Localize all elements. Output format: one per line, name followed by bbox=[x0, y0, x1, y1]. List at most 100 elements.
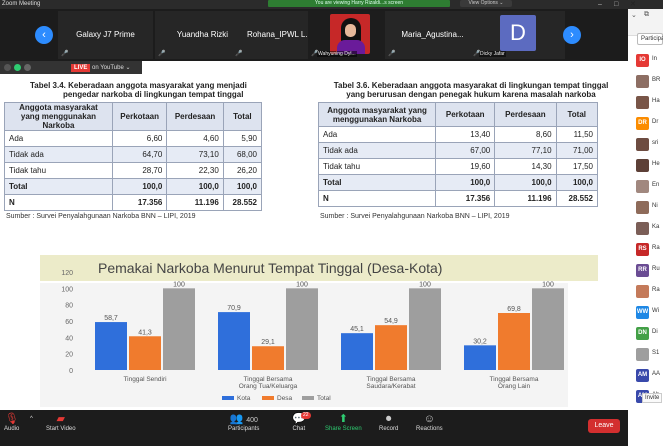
participant-list-name: Ra bbox=[652, 287, 660, 293]
viewing-banner: You are viewing Harry Rizaldi...s screen bbox=[268, 0, 450, 7]
participants-panel-header: ⌄ ⧉ bbox=[628, 9, 663, 36]
prev-page-button[interactable]: ‹ bbox=[35, 26, 53, 44]
table-row: N 17.356 11.196 28.552 bbox=[317, 190, 599, 207]
window-title: Zoom Meeting bbox=[2, 1, 41, 7]
participant-name: Wahyuning Dyl... bbox=[317, 51, 357, 57]
participant-video bbox=[330, 14, 370, 54]
legend-swatch bbox=[262, 396, 274, 400]
participants-icon: 👥 400 bbox=[229, 413, 258, 425]
legend-swatch bbox=[302, 396, 314, 400]
minimize-icon[interactable]: – bbox=[598, 1, 602, 8]
pause-icon[interactable] bbox=[4, 64, 11, 71]
chevron-up-icon[interactable]: ^ bbox=[30, 416, 33, 422]
y-tick-label: 0 bbox=[69, 368, 73, 375]
chat-label: Chat bbox=[292, 426, 306, 432]
reactions-button[interactable]: ☺ Reactions bbox=[416, 412, 443, 432]
audio-button[interactable]: 🎙 Audio bbox=[4, 412, 19, 432]
live-badge[interactable]: LIVE bbox=[71, 64, 91, 72]
participant-list-item[interactable]: S1 bbox=[632, 346, 663, 362]
audio-label: Audio bbox=[4, 426, 20, 432]
table-row: Ada 6,60 4,60 5,90 bbox=[4, 130, 263, 147]
table-header: Anggota masyarakat yang menggunakan Nark… bbox=[317, 102, 437, 127]
avatar bbox=[636, 285, 649, 298]
category-label: Orang Tua/Keluarga bbox=[239, 383, 298, 390]
avatar bbox=[636, 348, 649, 361]
record-icon: ⏺ bbox=[385, 413, 392, 425]
table-cell: 28.552 bbox=[222, 194, 263, 211]
data-label: 100 bbox=[542, 281, 554, 288]
participant-list-item[interactable]: RR Ru bbox=[632, 262, 663, 278]
leave-button[interactable]: Leave bbox=[588, 419, 620, 433]
table-cell: 100,0 bbox=[494, 174, 557, 191]
video-off-icon: ▰ bbox=[56, 413, 66, 425]
shield-icon[interactable] bbox=[14, 64, 21, 71]
bar bbox=[95, 322, 127, 370]
avatar bbox=[636, 138, 649, 151]
participant-tile[interactable]: D 🎤 Dicky Jafar bbox=[470, 11, 565, 59]
participant-list-item[interactable]: IO In bbox=[632, 52, 663, 68]
participant-list-name: Ha bbox=[652, 98, 660, 104]
participant-list-name: BR bbox=[652, 77, 661, 83]
table-cell: 100,0 bbox=[222, 178, 263, 195]
participant-list-item[interactable]: AM AA bbox=[632, 367, 663, 383]
next-page-button[interactable]: › bbox=[563, 26, 581, 44]
participant-list-item[interactable]: WW Wi bbox=[632, 304, 663, 320]
live-on-youtube-menu[interactable]: on YouTube ⌄ bbox=[92, 65, 131, 71]
mic-muted-icon: 🎤 bbox=[61, 51, 69, 57]
table-cell: N bbox=[317, 190, 437, 207]
participant-list-item[interactable]: DR Dr bbox=[632, 115, 663, 131]
more-icon[interactable] bbox=[24, 64, 31, 71]
table-cell: 73,10 bbox=[166, 146, 224, 163]
participant-list-item[interactable]: DN Di bbox=[632, 325, 663, 341]
start-video-button[interactable]: ▰ Start Video bbox=[46, 412, 76, 432]
share-screen-button[interactable]: ⬆ Share Screen bbox=[325, 412, 362, 432]
avatar bbox=[636, 222, 649, 235]
record-button[interactable]: ⏺ Record bbox=[379, 412, 398, 432]
table-header: Perkotaan bbox=[111, 102, 168, 131]
table-row: Total 100,0 100,0 100,0 bbox=[4, 178, 263, 195]
popout-icon[interactable]: ⧉ bbox=[644, 11, 649, 18]
participant-list-name: Ru bbox=[652, 266, 660, 272]
table-row: Total 100,0 100,0 100,0 bbox=[317, 174, 599, 191]
avatar bbox=[636, 96, 649, 109]
participant-list-item[interactable]: Ka bbox=[632, 220, 663, 236]
data-label: 100 bbox=[173, 281, 185, 288]
participant-list-item[interactable]: Ra bbox=[632, 283, 663, 299]
table-cell: Total bbox=[317, 174, 437, 191]
participant-tile[interactable]: Maria_Agustina... 🎤 bbox=[385, 11, 480, 59]
participant-list-item[interactable]: sri bbox=[632, 136, 663, 152]
participants-button[interactable]: 👥 400 Participants bbox=[228, 412, 259, 432]
participant-tile[interactable]: Galaxy J7 Prime 🎤 bbox=[58, 11, 153, 59]
participants-panel: ⌄ ⧉ Participants IO In BR Ha DR Dr sri He… bbox=[628, 9, 663, 446]
bar bbox=[532, 288, 564, 370]
invite-button[interactable]: Invite bbox=[642, 393, 663, 403]
bar bbox=[218, 312, 250, 370]
share-screen-icon: ⬆ bbox=[338, 413, 348, 425]
participant-list-item[interactable]: He bbox=[632, 157, 663, 173]
legend-label: Kota bbox=[237, 395, 251, 402]
participant-list-item[interactable]: Ni bbox=[632, 199, 663, 215]
table-cell: 100,0 bbox=[435, 174, 496, 191]
data-label: 41,3 bbox=[138, 329, 152, 336]
bar bbox=[464, 345, 496, 370]
participant-list-item[interactable]: BR bbox=[632, 73, 663, 89]
legend-label: Desa bbox=[277, 395, 293, 402]
view-options-button[interactable]: View Options ⌄ bbox=[460, 0, 512, 7]
maximize-icon[interactable]: □ bbox=[614, 1, 619, 8]
category-label: Orang Lain bbox=[498, 383, 531, 390]
participant-list-item[interactable]: Ha bbox=[632, 94, 663, 110]
share-controls-bar: LIVE on YouTube ⌄ bbox=[0, 61, 142, 74]
participant-list-item[interactable]: En bbox=[632, 178, 663, 194]
mic-muted-icon: 🎙 bbox=[4, 413, 19, 425]
table-cell: 17.356 bbox=[435, 190, 496, 207]
avatar: DR bbox=[636, 117, 649, 130]
chat-button[interactable]: 💬 22 Chat bbox=[292, 412, 311, 432]
chevron-down-icon[interactable]: ⌄ bbox=[631, 12, 637, 19]
data-label: 69,8 bbox=[507, 306, 521, 313]
close-icon[interactable]: ✕ bbox=[630, 1, 636, 8]
participant-list-item[interactable]: RS Ra bbox=[632, 241, 663, 257]
mic-muted-icon: 🎤 bbox=[388, 51, 396, 57]
bar bbox=[252, 346, 284, 370]
mic-muted-icon: 🎤 bbox=[158, 51, 166, 57]
participant-name: Dicky Jafar bbox=[479, 51, 506, 57]
